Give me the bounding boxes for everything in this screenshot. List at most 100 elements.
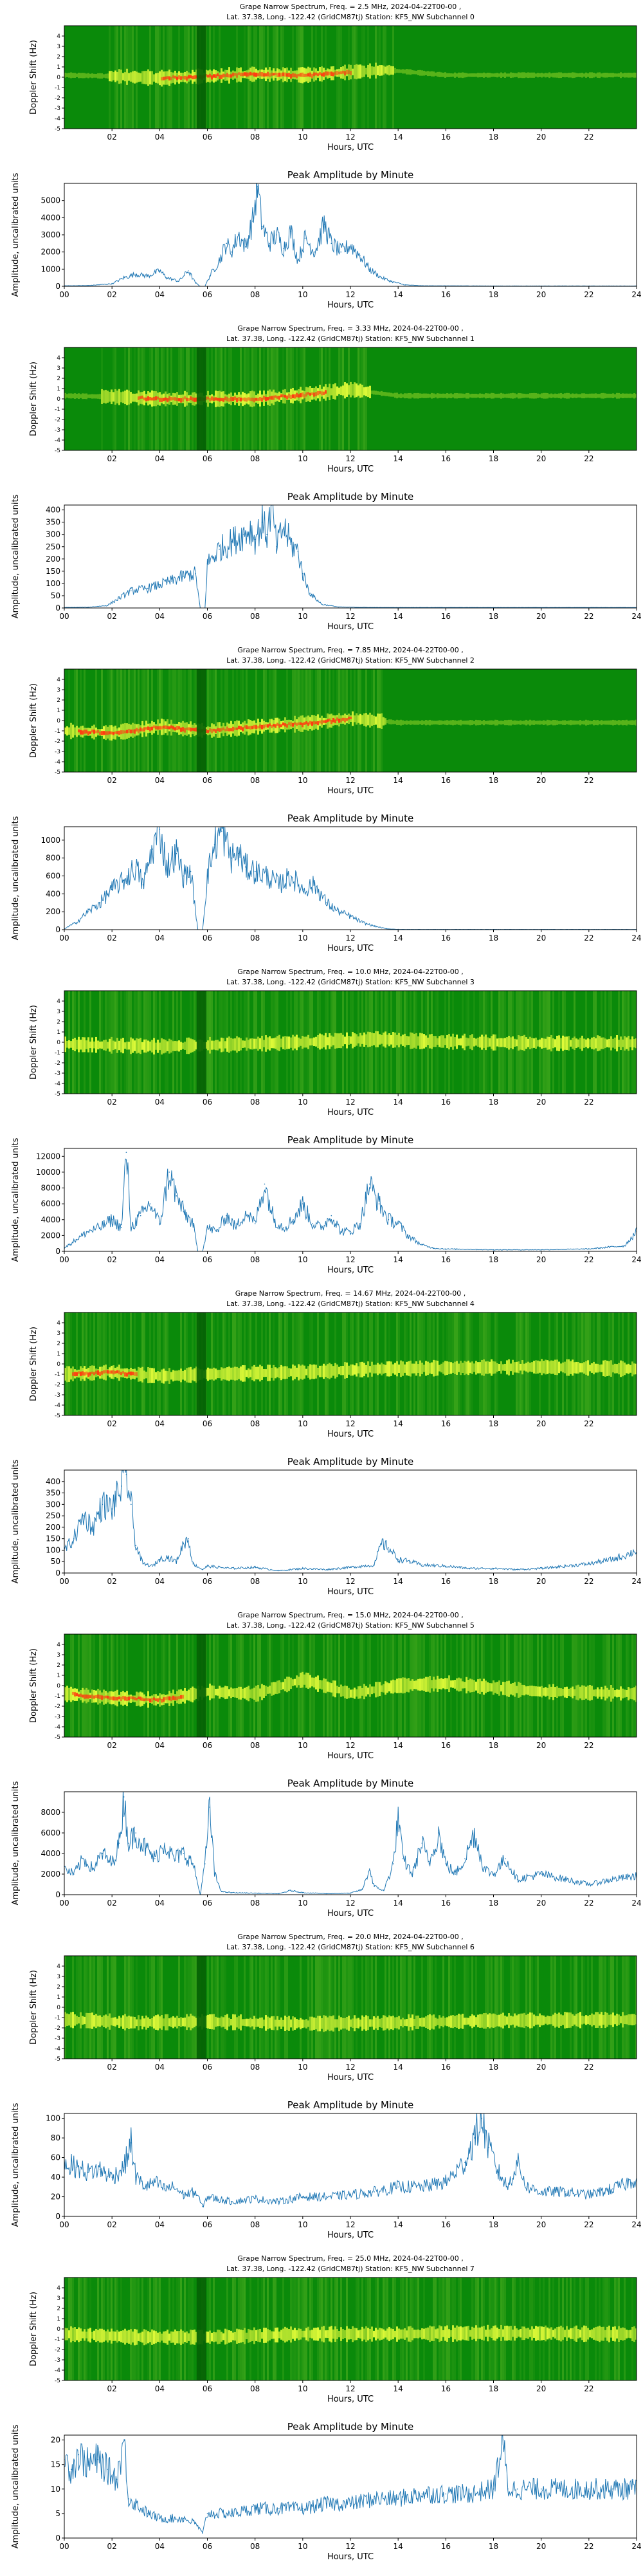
doppler-band: [587, 1360, 589, 1375]
y-tick-label: -1: [55, 2337, 60, 2343]
data-point: [374, 1886, 375, 1887]
doppler-core: [327, 719, 329, 722]
spectral-streak: [68, 1312, 70, 1415]
doppler-band: [408, 721, 410, 724]
doppler-core: [288, 722, 290, 725]
spectral-streak: [89, 1956, 91, 2059]
spectral-streak: [78, 1956, 80, 2059]
doppler-band: [471, 1679, 473, 1692]
y-tick-label: -5: [55, 1413, 60, 1419]
data-point: [397, 1559, 399, 1560]
doppler-band: [369, 64, 371, 79]
spectral-streak: [491, 1956, 493, 2059]
doppler-core: [147, 396, 149, 401]
doppler-band: [307, 1673, 309, 1689]
doppler-band: [367, 715, 369, 726]
doppler-band: [238, 1687, 240, 1700]
doppler-band: [89, 74, 91, 78]
data-point: [97, 2459, 98, 2460]
doppler-core: [97, 1695, 99, 1698]
doppler-core: [95, 1371, 97, 1374]
doppler-core: [271, 725, 273, 728]
doppler-band: [604, 2330, 606, 2338]
doppler-band: [525, 1686, 527, 1695]
doppler-band: [622, 1040, 624, 1047]
doppler-band: [504, 73, 506, 78]
spectral-streak: [302, 1312, 303, 1415]
doppler-band: [361, 2016, 363, 2031]
y-axis-label: Amplitude, uncalibrated units: [11, 2102, 21, 2227]
data-point: [588, 1249, 590, 1250]
doppler-band: [412, 1364, 413, 1374]
doppler-core: [82, 730, 84, 734]
doppler-band: [87, 2013, 89, 2029]
data-point: [202, 2206, 203, 2207]
doppler-core: [161, 77, 163, 80]
doppler-band: [608, 1690, 610, 1697]
doppler-band: [236, 1367, 238, 1381]
spectrogram-title-line2: Lat. 37.38, Long. -122.42 (GridCM87tj) S…: [226, 656, 475, 665]
x-tick-label: 24: [631, 290, 641, 299]
doppler-band: [469, 394, 471, 398]
doppler-band: [572, 2014, 574, 2026]
doppler-band: [132, 2332, 134, 2342]
x-tick-label: 00: [59, 612, 69, 621]
doppler-band: [249, 2018, 251, 2027]
spectral-streak: [97, 1956, 99, 2059]
doppler-core: [128, 1372, 130, 1374]
doppler-band: [147, 1040, 149, 1051]
spectral-streak: [363, 26, 365, 129]
doppler-band: [224, 1368, 226, 1379]
doppler-band: [309, 2017, 311, 2031]
doppler-band: [226, 1367, 228, 1381]
y-tick-label: 50: [51, 591, 60, 600]
spectrogram-title-line1: Grape Narrow Spectrum, Freq. = 14.67 MHz…: [235, 1289, 466, 1298]
x-tick-label: 10: [298, 612, 307, 621]
doppler-band: [440, 1035, 442, 1048]
data-point: [588, 1884, 590, 1885]
data-point: [498, 2172, 499, 2173]
doppler-band: [574, 1689, 575, 1696]
doppler-band: [319, 2016, 321, 2031]
doppler-band: [629, 2014, 631, 2025]
doppler-core: [161, 398, 163, 402]
spectrogram-image: [64, 991, 637, 1094]
spectral-streak: [371, 1956, 373, 2059]
data-point: [383, 1890, 385, 1891]
doppler-band: [259, 1688, 261, 1697]
spectral-streak: [147, 1634, 149, 1737]
doppler-band: [545, 721, 547, 724]
data-point: [541, 2191, 542, 2193]
doppler-band: [444, 721, 446, 725]
spectral-streak: [82, 1634, 84, 1737]
doppler-band: [350, 2329, 352, 2339]
data-point: [111, 1219, 113, 1220]
doppler-band: [348, 385, 350, 395]
x-axis-label: Hours, UTC: [327, 2073, 374, 2083]
x-tick-label: 14: [394, 1577, 403, 1586]
doppler-band: [556, 73, 558, 78]
y-tick-label: 4: [57, 998, 60, 1005]
spectral-streak: [217, 1956, 219, 2059]
spectral-streak: [238, 1312, 240, 1415]
doppler-band: [628, 1364, 629, 1374]
doppler-core: [143, 398, 145, 401]
doppler-band: [570, 1040, 572, 1046]
spectrogram-panel-4: Grape Narrow Spectrum, Freq. = 14.67 MHz…: [29, 1289, 637, 1439]
doppler-band: [222, 1038, 224, 1052]
doppler-band: [194, 1368, 195, 1381]
doppler-band: [319, 1680, 321, 1689]
data-point: [231, 858, 232, 859]
doppler-core: [325, 720, 327, 723]
data-point: [190, 871, 192, 872]
doppler-band: [244, 2019, 246, 2026]
spectral-streak: [516, 1956, 518, 2059]
spectral-streak: [93, 1312, 95, 1415]
doppler-band: [574, 721, 575, 725]
doppler-band: [539, 1687, 541, 1697]
doppler-band: [556, 2327, 558, 2340]
y-tick-label: 3: [57, 687, 60, 694]
doppler-band: [168, 2018, 170, 2026]
doppler-band: [66, 2014, 68, 2026]
doppler-band: [471, 720, 473, 725]
